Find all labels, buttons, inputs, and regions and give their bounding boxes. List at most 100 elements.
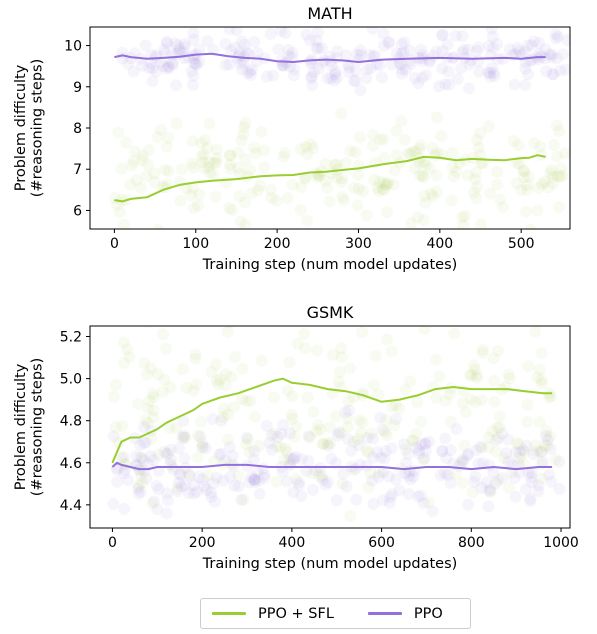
y-tick-label: 8 <box>73 121 82 137</box>
scatter-point <box>187 27 199 39</box>
scatter-point <box>354 131 366 143</box>
scatter-point <box>229 351 241 363</box>
scatter-point <box>430 354 442 366</box>
scatter-point <box>136 154 148 166</box>
scatter-point <box>282 384 294 396</box>
scatter-point <box>177 432 189 444</box>
scatter-point <box>179 38 191 50</box>
scatter-point <box>161 36 173 48</box>
scatter-point <box>193 56 205 68</box>
scatter-point <box>232 147 244 159</box>
scatter-point <box>483 500 495 512</box>
scatter-point <box>173 442 185 454</box>
scatter-point <box>390 473 402 485</box>
scatter-point <box>532 53 544 65</box>
scatter-point <box>174 195 186 207</box>
scatter-point <box>236 63 248 75</box>
scatter-point <box>108 430 120 442</box>
y-axis-label-line: Problem difficulty <box>13 64 29 191</box>
legend-label-ppo-sfl: PPO + SFL <box>258 606 334 622</box>
scatter-point <box>475 441 487 453</box>
scatter-point <box>431 111 443 123</box>
x-tick-label: 500 <box>508 236 535 252</box>
scatter-point <box>107 498 119 510</box>
scatter-point <box>204 117 216 129</box>
scatter-point <box>295 204 307 216</box>
scatter-point <box>288 453 300 465</box>
scatter-point <box>393 403 405 415</box>
scatter-point <box>233 480 245 492</box>
scatter-point <box>178 52 190 64</box>
scatter-point <box>118 503 130 515</box>
scatter-point <box>447 147 459 159</box>
scatter-point <box>531 205 543 217</box>
scatter-point <box>197 441 209 453</box>
scatter-point <box>209 496 221 508</box>
scatter-point <box>207 413 219 425</box>
scatter-point <box>518 171 530 183</box>
scatter-point <box>241 432 253 444</box>
scatter-point <box>261 71 273 83</box>
scatter-point <box>485 49 497 61</box>
scatter-point <box>379 453 391 465</box>
scatter-point <box>218 403 230 415</box>
scatter-point <box>450 30 462 42</box>
scatter-point <box>559 64 571 76</box>
scatter-point <box>271 476 283 488</box>
x-tick-label: 0 <box>108 535 117 551</box>
scatter-point <box>341 481 353 493</box>
scatter-point <box>522 68 534 80</box>
scatter-point <box>293 479 305 491</box>
scatter-point <box>167 59 179 71</box>
scatter-point <box>248 142 260 154</box>
y-tick-label: 10 <box>64 39 82 55</box>
scatter-point <box>515 184 527 196</box>
y-tick-label: 5.0 <box>60 372 82 388</box>
scatter-point <box>228 460 240 472</box>
scatter-point <box>468 187 480 199</box>
y-axis-label-line: (#reasoning steps) <box>30 358 46 496</box>
scatter-point <box>210 359 222 371</box>
scatter-point <box>435 469 447 481</box>
scatter-point <box>303 430 315 442</box>
scatter-point <box>148 391 160 403</box>
scatter-point <box>461 314 473 326</box>
scatter-point <box>170 117 182 129</box>
scatter-point <box>266 444 278 456</box>
scatter-point <box>469 173 481 185</box>
scatter-point <box>176 163 188 175</box>
x-tick-label: 300 <box>345 236 372 252</box>
legend-item-ppo-sfl: PPO + SFL <box>212 606 334 622</box>
scatter-point <box>491 166 503 178</box>
scatter-point <box>471 45 483 57</box>
scatter-point <box>261 420 273 432</box>
scatter-point <box>338 194 350 206</box>
scatter-point <box>188 385 200 397</box>
scatter-point <box>213 449 225 461</box>
scatter-point <box>220 379 232 391</box>
scatter-point <box>400 384 412 396</box>
y-tick-label: 6 <box>73 203 82 219</box>
scatter-point <box>194 431 206 443</box>
x-tick-label: 400 <box>279 535 306 551</box>
scatter-point <box>524 495 536 507</box>
scatter-point <box>490 446 502 458</box>
scatter-point <box>381 206 393 218</box>
scatter-point <box>548 139 560 151</box>
scatter-point <box>152 368 164 380</box>
scatter-point <box>187 79 199 91</box>
scatter-point <box>353 183 365 195</box>
scatter-point <box>520 206 532 218</box>
scatter-point <box>367 498 379 510</box>
scatter-point <box>114 206 126 218</box>
scatter-point <box>533 37 545 49</box>
scatter-point <box>284 356 296 368</box>
scatter-point <box>412 211 424 223</box>
scatter-point <box>118 336 130 348</box>
scatter-point <box>322 440 334 452</box>
scatter-point <box>378 152 390 164</box>
scatter-point <box>110 379 122 391</box>
scatter-point <box>419 190 431 202</box>
scatter-point <box>484 484 496 496</box>
y-tick-label: 4.6 <box>60 456 82 472</box>
